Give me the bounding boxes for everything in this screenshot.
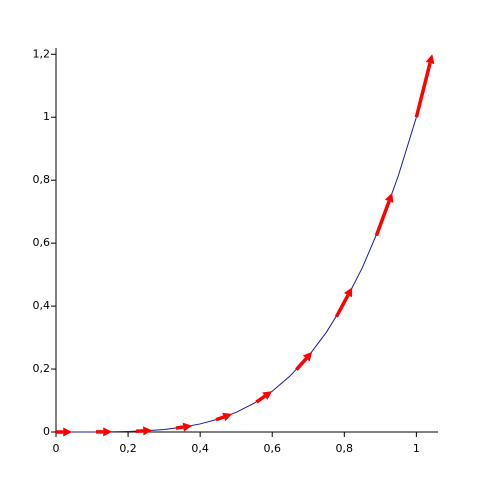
y-tick-label: 0,8: [33, 173, 51, 186]
arrow-head: [344, 287, 353, 298]
arrow-head: [182, 422, 193, 432]
y-tick-label: 1,2: [33, 47, 51, 60]
arrow-head: [384, 192, 394, 203]
x-tick-label: 0,6: [263, 442, 281, 455]
arrow-head: [302, 351, 313, 362]
arrow-shaft: [374, 200, 391, 237]
arrow-head: [63, 427, 73, 437]
x-tick-label: 0,8: [336, 442, 354, 455]
arrow: [56, 427, 73, 437]
arrow: [215, 412, 233, 422]
arrow: [374, 192, 394, 237]
y-tick-label: 0,4: [33, 299, 51, 312]
arrow-shaft: [295, 357, 308, 371]
y-tick-label: 0: [43, 425, 50, 438]
arrow: [255, 391, 273, 404]
arrow: [295, 351, 313, 371]
x-tick-label: 0,4: [191, 442, 209, 455]
arrow-shaft: [334, 294, 350, 318]
arrow: [135, 426, 153, 436]
x-tick-label: 0,2: [119, 442, 137, 455]
arrow: [95, 427, 113, 437]
arrow: [175, 422, 193, 432]
x-tick-label: 0: [53, 442, 60, 455]
arrow-head: [425, 54, 435, 65]
x-tick-label: 1: [413, 442, 420, 455]
arrow-head: [262, 391, 273, 400]
arrow-shaft: [255, 394, 266, 404]
arrow-shaft: [414, 62, 432, 118]
y-tick-label: 1: [43, 110, 50, 123]
arrow: [334, 287, 353, 318]
arrow-head: [143, 426, 153, 436]
arrow: [414, 54, 435, 118]
y-tick-label: 0,6: [33, 236, 51, 249]
arrow-head: [103, 427, 113, 437]
arrow-shaft: [175, 425, 184, 430]
y-tick-label: 0,2: [33, 362, 51, 375]
arrow-head: [222, 412, 233, 422]
arrow-shaft: [215, 415, 225, 422]
curve: [56, 117, 417, 433]
